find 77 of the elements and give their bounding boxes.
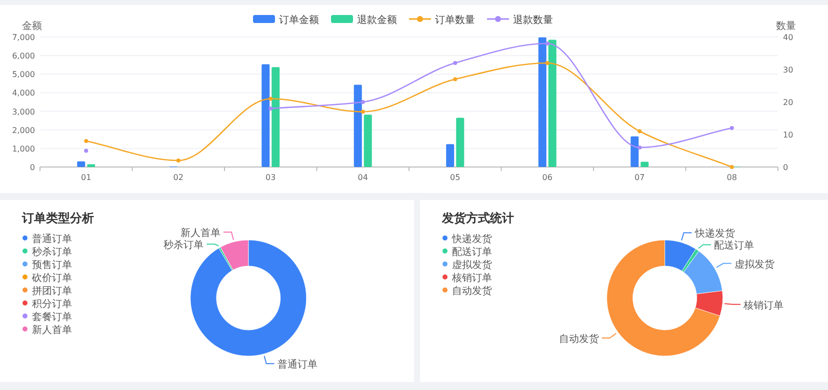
bar [87,164,96,167]
slice-label: 秒杀订单 [164,239,204,252]
point [268,96,273,101]
y2-tick-label: 0 [783,163,788,172]
legend-label: 快递发货 [451,233,492,245]
slice-label: 核销订单 [742,299,784,312]
legend-label: 订单数量 [435,14,475,26]
legend-label: 秒杀订单 [32,246,72,258]
bar [640,162,649,167]
point [638,146,642,150]
slice-label: 自动发货 [558,332,599,345]
point [268,106,273,110]
y2-tick-label: 20 [783,98,794,107]
legend-label: 退款数量 [513,14,553,26]
x-tick-label: 02 [173,173,184,182]
point [638,129,642,134]
x-tick-label: 03 [266,173,276,182]
slice-label: 普通订单 [277,358,318,371]
point [84,148,88,153]
x-tick-label: 04 [358,173,368,182]
y-axis-title: 金额 [22,20,42,32]
point [730,126,734,130]
x-tick-label: 05 [450,173,460,182]
bar [272,67,280,167]
legend-label: 预售订单 [32,259,72,271]
y2-tick-label: 30 [783,66,794,74]
y-tick-label: 0 [30,163,35,172]
point [545,42,550,46]
slice-label: 配送订单 [714,240,754,252]
legend-label: 新人首单 [32,324,72,336]
y2-tick-label: 10 [783,130,794,140]
bar [364,114,372,167]
y-tick-label: 2,000 [12,126,35,135]
bar [354,84,362,167]
legend-label: 自动发货 [452,285,492,297]
x-tick-label: 08 [726,173,737,182]
x-tick-label: 06 [542,173,552,182]
point [360,100,365,104]
legend-label: 配送订单 [452,246,492,258]
point [453,61,458,65]
chart-title: 订单类型分析 [21,211,94,225]
y-tick-label: 6,000 [12,52,35,61]
bar [456,118,464,167]
bar [77,161,86,167]
y-tick-label: 7,000 [12,33,35,42]
point [360,110,365,114]
slice-label: 快递发货 [694,228,735,240]
legend-label: 核销订单 [451,272,492,284]
slice-label: 虚拟发货 [734,258,774,270]
bar [538,37,546,167]
x-tick-label: 01 [81,173,92,182]
bar [548,40,556,167]
bar [630,136,639,167]
bar [262,64,270,167]
slice-label: 新人首单 [180,227,220,240]
point [453,77,458,82]
y-tick-label: 3,000 [12,107,35,116]
legend-label: 退款金额 [357,14,397,26]
chart-title: 发货方式统计 [441,211,514,225]
point [84,139,88,143]
legend-label: 拼团订单 [32,285,72,297]
legend-label: 套餐订单 [32,311,72,323]
legend-label: 虚拟发货 [452,259,492,271]
legend-label: 普通订单 [32,233,72,245]
y-tick-label: 1,000 [12,144,35,154]
y-tick-label: 4,000 [12,88,35,98]
point [730,165,734,169]
legend-label: 订单金额 [279,14,319,26]
y2-axis-title: 数量 [776,21,796,32]
y2-tick-label: 40 [783,33,794,42]
point [545,61,550,65]
legend-label: 砍价订单 [31,272,72,284]
bar [446,144,454,167]
y-tick-label: 5,000 [12,70,35,80]
legend-label: 积分订单 [32,298,72,310]
point [176,158,180,162]
x-tick-label: 07 [634,173,645,182]
